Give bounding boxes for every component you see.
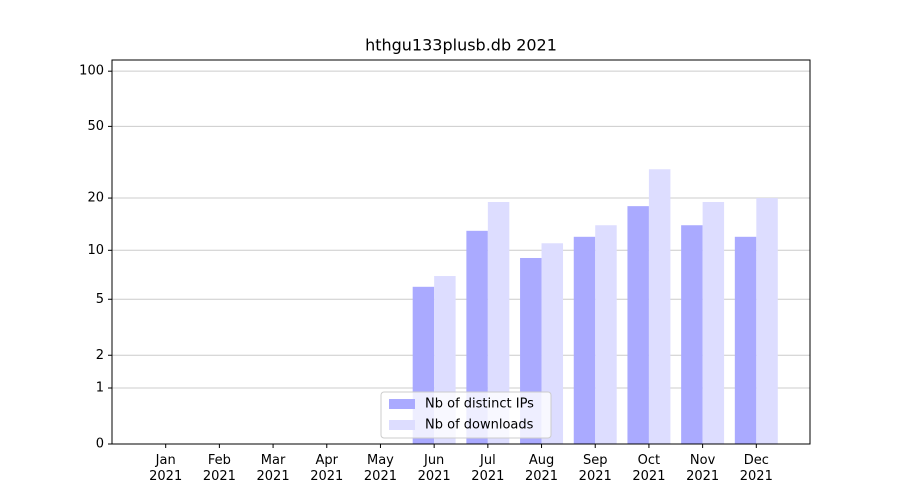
- bar: [627, 206, 649, 444]
- bar: [573, 236, 596, 444]
- x-tick-label: Sep 2021: [578, 453, 612, 484]
- x-tick-label: Feb 2021: [202, 453, 236, 484]
- x-tick-label: Mar 2021: [256, 453, 290, 484]
- axes-frame: [111, 59, 811, 445]
- x-tick-label: Dec 2021: [739, 453, 773, 484]
- x-tick-label: May 2021: [363, 453, 397, 484]
- bar: [648, 169, 671, 444]
- y-tick-label: 0: [96, 437, 104, 452]
- x-tick-label: Jan 2021: [149, 453, 183, 484]
- bar: [681, 225, 703, 444]
- legend-label: Nb of downloads: [425, 418, 534, 433]
- bar: [756, 198, 778, 444]
- x-tick-label: Nov 2021: [686, 453, 720, 484]
- x-tick-label: Aug 2021: [524, 453, 559, 484]
- legend-swatch: [389, 420, 415, 430]
- x-tick-label: Jul 2021: [471, 453, 505, 484]
- legend-label: Nb of distinct IPs: [425, 397, 534, 412]
- x-tick-label: Jun 2021: [417, 453, 451, 484]
- bar: [734, 236, 757, 444]
- bar: [595, 225, 617, 444]
- y-tick-label: 1: [96, 381, 104, 396]
- legend-swatch: [389, 399, 415, 409]
- y-tick-label: 2: [96, 348, 104, 363]
- x-tick-label: Apr 2021: [310, 453, 344, 484]
- bar: [702, 202, 725, 444]
- y-tick-label: 50: [87, 119, 104, 134]
- y-tick-label: 100: [79, 64, 104, 79]
- y-tick-label: 10: [87, 243, 104, 258]
- grid: [112, 70, 810, 445]
- bar: [466, 230, 488, 444]
- y-tick-label: 5: [96, 292, 104, 307]
- y-tick-label: 20: [87, 191, 104, 206]
- legend-box: [380, 391, 552, 439]
- bar: [487, 202, 510, 444]
- x-tick-label: Oct 2021: [632, 453, 666, 484]
- chart-title: hthgu133plusb.db 2021: [365, 36, 557, 55]
